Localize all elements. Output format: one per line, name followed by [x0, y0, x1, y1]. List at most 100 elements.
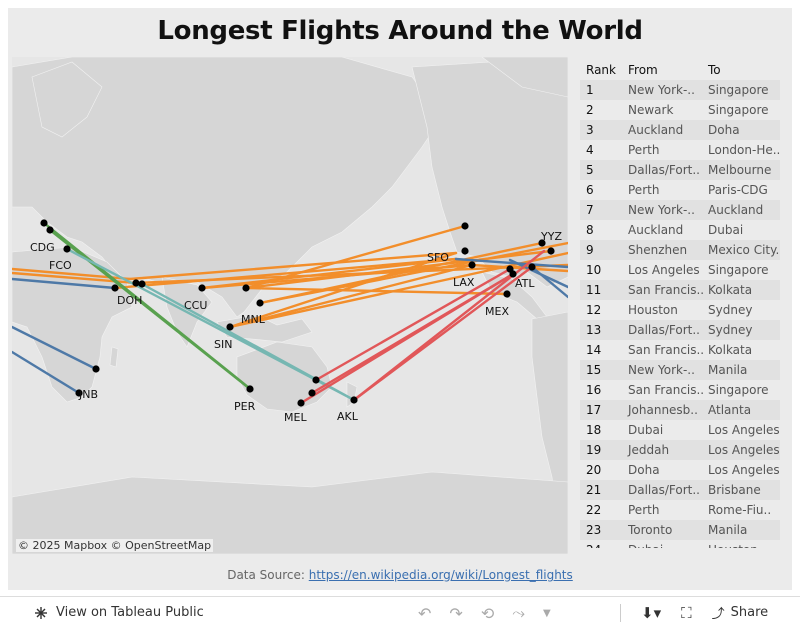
revert-icon[interactable]: ⟲: [480, 603, 495, 623]
redo-icon[interactable]: ↷: [449, 603, 463, 623]
airport-dot[interactable]: [246, 385, 254, 393]
airport-dot[interactable]: [528, 263, 536, 271]
data-source-link[interactable]: https://en.wikipedia.org/wiki/Longest_fl…: [308, 568, 573, 582]
table-row[interactable]: 7 New York-.. Auckland: [580, 200, 780, 220]
view-on-tableau-button[interactable]: View on Tableau Public: [34, 605, 204, 620]
airport-dot[interactable]: [111, 284, 119, 292]
airport-label-doh: DOH: [117, 294, 142, 307]
tableau-toolbar: View on Tableau Public ↶ ↷ ⟲ ⤳ ▼ ⬇▾ ⛶ ⤴ …: [0, 596, 800, 628]
route: [310, 272, 515, 395]
airport-label-mnl: MNL: [241, 313, 266, 326]
table-row[interactable]: 10 Los Angeles Singapore: [580, 260, 780, 280]
airport-dot[interactable]: [538, 239, 546, 247]
airport-dot[interactable]: [132, 279, 140, 287]
airport-dot[interactable]: [312, 376, 320, 384]
toolbar-divider: [620, 603, 621, 622]
cell-to: Paris-CDG: [708, 183, 768, 197]
table-row[interactable]: 15 New York-.. Manila: [580, 360, 780, 380]
route: [12, 325, 98, 371]
table-row[interactable]: 8 Auckland Dubai: [580, 220, 780, 240]
airport-dot[interactable]: [468, 261, 476, 269]
route: [454, 257, 568, 269]
airport-dot[interactable]: [350, 396, 358, 404]
arctic-land: [481, 57, 568, 98]
airport-label-atl: ATL: [515, 277, 535, 290]
airport-dot[interactable]: [256, 299, 264, 307]
table-row[interactable]: 23 Toronto Manila: [580, 520, 780, 540]
airport-dot[interactable]: [46, 226, 54, 234]
airport-dot[interactable]: [547, 247, 555, 255]
airport-dot[interactable]: [297, 399, 305, 407]
airport-label-fco: FCO: [49, 259, 72, 272]
airport-label-jnb: JNB: [78, 388, 98, 401]
route: [128, 251, 458, 281]
table-row[interactable]: 5 Dallas/Fort.. Melbourne: [580, 160, 780, 180]
airport-dot[interactable]: [308, 389, 316, 397]
route: [228, 263, 474, 329]
dashboard: Longest Flights Around the World: [8, 8, 792, 590]
header-from[interactable]: From: [628, 63, 658, 77]
airport-dot[interactable]: [509, 270, 517, 278]
airport-dot[interactable]: [75, 389, 83, 397]
airport-dot[interactable]: [92, 365, 100, 373]
table-row[interactable]: 24DubaiHouston: [580, 540, 780, 548]
airport-label-sfo: SFO: [427, 251, 449, 264]
view-on-tableau-label: View on Tableau Public: [56, 605, 204, 620]
north-europe-land: [31, 61, 103, 138]
cell-from: Dubai: [624, 543, 704, 548]
table-row[interactable]: 3 Auckland Doha: [580, 120, 780, 140]
airport-dot[interactable]: [461, 222, 469, 230]
airport-dot[interactable]: [242, 284, 250, 292]
header-to[interactable]: To: [708, 63, 721, 77]
cell-rank: 23: [586, 523, 602, 537]
route: [314, 267, 512, 382]
table-row[interactable]: 21 Dallas/Fort.. Brisbane: [580, 480, 780, 500]
airport-labels: CDG FCO DOH CCU SIN MNL PER MEL AKL JNB …: [30, 230, 562, 424]
download-icon[interactable]: ⬇▾: [641, 603, 662, 622]
cell-to: Dubai: [708, 223, 744, 237]
table-row[interactable]: 6 Perth Paris-CDG: [580, 180, 780, 200]
table-row[interactable]: 2 Newark Singapore: [580, 100, 780, 120]
cell-from: San Francis..: [628, 283, 704, 297]
route: [12, 350, 81, 395]
table-row[interactable]: 20 Doha Los Angeles: [580, 460, 780, 480]
table-row[interactable]: 18 Dubai Los Angeles: [580, 420, 780, 440]
table-header: Rank From To: [580, 60, 780, 80]
airport-dot[interactable]: [63, 245, 71, 253]
cell-rank: 6: [586, 183, 594, 197]
table-row[interactable]: 16 San Francis.. Singapore: [580, 380, 780, 400]
route: [508, 258, 568, 289]
table-row[interactable]: 14 San Francis.. Kolkata: [580, 340, 780, 360]
share-button[interactable]: ⤴ Share: [712, 603, 769, 622]
header-rank[interactable]: Rank: [586, 63, 616, 77]
airport-dots: [40, 219, 555, 407]
map-attribution[interactable]: © 2025 Mapbox © OpenStreetMap: [16, 539, 214, 552]
airport-dot[interactable]: [503, 290, 511, 298]
fullscreen-icon[interactable]: ⛶: [681, 603, 692, 622]
forward-icon[interactable]: ⤳: [512, 603, 526, 622]
airport-dot[interactable]: [138, 280, 146, 288]
table-row[interactable]: 17 Johannesb.. Atlanta: [580, 400, 780, 420]
cell-to: Melbourne: [708, 163, 772, 177]
airport-dot[interactable]: [198, 284, 206, 292]
cell-to: Kolkata: [708, 343, 753, 357]
table-row[interactable]: 1 New York-.. Singapore: [580, 80, 780, 100]
chevron-down-icon[interactable]: ▼: [543, 607, 551, 619]
airport-dot[interactable]: [461, 247, 469, 255]
undo-icon[interactable]: ↶: [418, 603, 432, 623]
table-row[interactable]: 11 San Francis.. Kolkata: [580, 280, 780, 300]
dashboard-title: Longest Flights Around the World: [157, 16, 643, 46]
table-row[interactable]: 19 Jeddah Los Angeles: [580, 440, 780, 460]
cell-to: Singapore: [708, 103, 769, 117]
airport-dot[interactable]: [40, 219, 48, 227]
table-row[interactable]: 9 Shenzhen Mexico City..: [580, 240, 780, 260]
table-row[interactable]: 12 Houston Sydney: [580, 300, 780, 320]
flight-map[interactable]: CDG FCO DOH CCU SIN MNL PER MEL AKL JNB …: [12, 57, 568, 554]
table-row[interactable]: 4 Perth London-He..: [580, 140, 780, 160]
cell-to: Singapore: [708, 383, 769, 397]
cell-from: Doha: [628, 463, 660, 477]
cell-from: Jeddah: [628, 443, 670, 457]
airport-dot[interactable]: [226, 323, 234, 331]
table-row[interactable]: 13 Dallas/Fort.. Sydney: [580, 320, 780, 340]
table-row[interactable]: 22 Perth Rome-Fiu..: [580, 500, 780, 520]
